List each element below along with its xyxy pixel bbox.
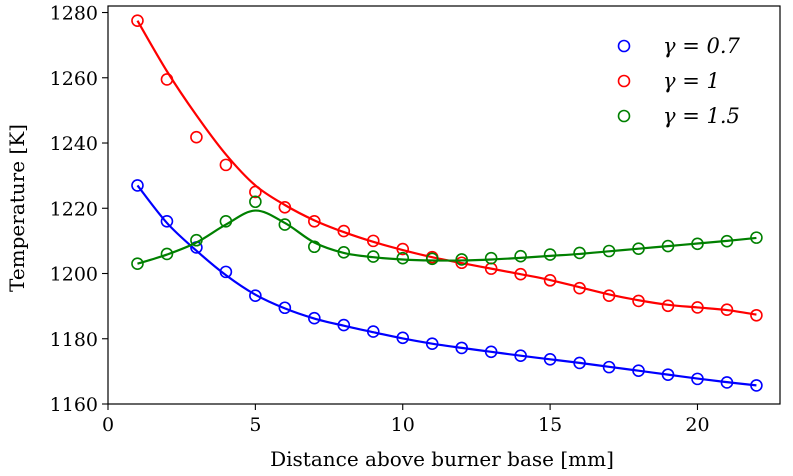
series-1-point [632,364,645,378]
x-tick-label: 20 [685,414,709,436]
series-3-point [661,239,675,253]
series-1-point [484,345,498,359]
series-2-point [455,256,468,270]
x-tick-label: 5 [249,414,261,436]
series-3-point [131,257,144,271]
series-1 [131,179,763,392]
y-tick-label: 1260 [50,68,98,90]
series-3-point [160,247,174,261]
y-tick-label: 1220 [50,198,98,220]
legend-marker-1 [617,39,631,53]
series-1-point [543,353,557,366]
series-3 [131,195,763,271]
x-tick-label: 0 [102,414,114,436]
series-1-point [514,349,527,363]
x-axis-label: Distance above burner base [mm] [270,447,614,471]
series-3-point [484,251,498,265]
legend-marker-2 [617,74,631,88]
series-3-point [219,215,233,228]
series-3-point [190,233,203,247]
series-1-point [425,337,439,350]
series-1-point [308,311,321,325]
x-tick-label: 15 [538,414,562,436]
series-2-point [720,303,734,317]
series-2-point [396,242,410,256]
series-1-point [691,372,704,386]
series-3-point [337,246,351,259]
series-2-point [219,158,233,172]
series-1-point [219,265,233,279]
series-2-point [691,301,704,314]
series-3-point [308,240,321,254]
series-1-line [136,184,757,387]
y-tick-label: 1280 [50,3,98,25]
series-3-point [750,231,763,244]
series-2-point [632,294,645,308]
series-1-point [366,325,380,338]
series-3-point [543,248,557,261]
series-3-point [691,237,704,251]
series-2-point [308,215,321,228]
series-3-point [573,246,586,260]
series-3-point [514,249,527,263]
series-1-point [249,289,262,302]
legend-label-3: γ = 1.5 [663,104,740,128]
series-3-point [425,252,439,266]
series-3-point [278,218,292,231]
series-1-point [396,331,410,345]
series-2-point [661,299,675,313]
series-1-point [278,301,292,315]
series-3-point [720,234,734,248]
legend-label-2: γ = 1 [663,69,720,93]
series-2-point [573,281,586,295]
series-3-line [137,209,757,265]
series-3-point [602,244,616,258]
series-1-point [131,179,144,192]
series-2-point [750,308,763,322]
series-3-point [249,195,262,209]
axes-layer: 0 5 10 15 20 1160 1180 1200 1220 1240 1260 1280 [50,3,781,436]
series-2-point [602,289,616,302]
series-layer [131,14,763,392]
x-tick-label: 10 [391,414,415,436]
series-2-point [160,73,174,86]
y-axis-label: Temperature [K] [5,124,29,292]
legend-label-1: γ = 0.7 [663,34,741,58]
series-1-point [750,379,763,392]
legend-marker-3 [617,109,631,123]
series-2-point [514,267,527,281]
series-3-point [366,250,380,263]
series-3-point [455,253,468,266]
y-tick-label: 1180 [50,329,98,351]
series-1-point [573,356,586,370]
series-2-point [278,200,292,214]
series-1-point [720,376,734,389]
plot-frame [107,5,781,405]
series-2-point [249,185,262,199]
y-tick-label: 1160 [50,394,98,416]
series-2-point [190,130,203,144]
series-2-point [543,274,557,287]
series-1-point [160,215,174,228]
series-2-point [131,14,144,27]
legend: γ = 0.7 γ = 1 γ = 1.5 [617,34,741,128]
series-3-point [396,251,410,265]
y-tick-label: 1200 [50,264,98,286]
series-1-point [661,368,675,381]
series-2-point [337,224,351,238]
y-tick-label: 1240 [50,133,98,155]
series-2-point [366,234,380,248]
series-1-point [337,318,351,332]
series-3-point [632,242,645,256]
series-1-point [455,341,468,355]
series-1-point [602,360,616,374]
